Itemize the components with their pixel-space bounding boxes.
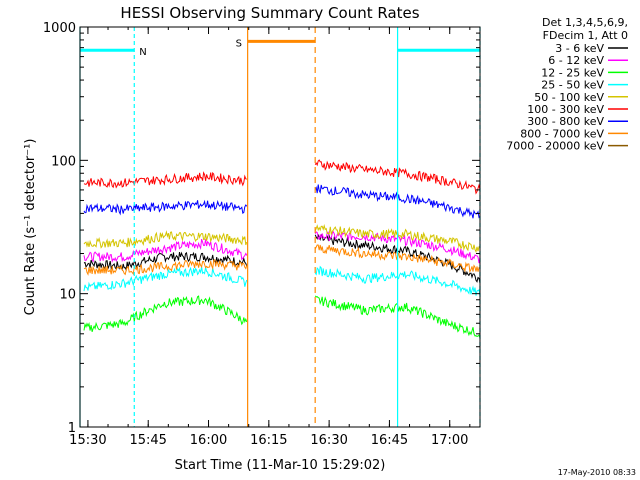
x-axis-label: Start Time (11-Mar-10 15:29:02) xyxy=(175,458,386,473)
y-tick-label-2: 100 xyxy=(51,154,76,169)
timestamp: 17-May-2010 08:33 xyxy=(558,468,636,477)
legend-label-2: 12 - 25 keV xyxy=(541,66,604,79)
legend-label-6: 300 - 800 keV xyxy=(527,115,604,128)
legend-label-3: 25 - 50 keV xyxy=(541,79,604,92)
legend: Det 1,3,4,5,6,9,FDecim 1, Att 03 - 6 keV… xyxy=(506,16,628,153)
y-tick-label-1: 10 xyxy=(59,288,76,303)
flag-label-N: N xyxy=(139,47,146,58)
legend-label-0: 3 - 6 keV xyxy=(555,42,604,55)
x-tick-label-5: 16:45 xyxy=(371,433,408,448)
x-tick-label-3: 16:15 xyxy=(250,433,287,448)
legend-label-7: 800 - 7000 keV xyxy=(520,127,604,140)
y-axis: 1 10 100 1000 xyxy=(43,21,480,436)
series-line-3-segment-0 xyxy=(83,266,248,292)
chart-title: HESSI Observing Summary Count Rates xyxy=(120,4,419,22)
series-line-5-segment-0 xyxy=(83,171,247,189)
legend-header-0: Det 1,3,4,5,6,9, xyxy=(542,16,628,29)
y-axis-label: Count Rate (s⁻¹ detector⁻¹) xyxy=(23,139,38,316)
x-axis: 15:30 15:45 16:00 16:15 16:30 16:45 17:00 xyxy=(69,27,471,448)
y-tick-label-0: 1 xyxy=(68,421,76,436)
legend-label-4: 50 - 100 keV xyxy=(534,91,604,104)
x-tick-label-4: 16:30 xyxy=(310,433,347,448)
plot-area: NS xyxy=(79,27,481,427)
legend-label-1: 6 - 12 keV xyxy=(548,54,604,67)
x-tick-label-1: 15:45 xyxy=(129,433,166,448)
y-tick-label-3: 1000 xyxy=(43,21,76,36)
series-line-2-segment-0 xyxy=(83,295,248,332)
series-line-6-segment-0 xyxy=(83,199,248,216)
series-line-1-segment-0 xyxy=(83,238,248,263)
legend-header-1: FDecim 1, Att 0 xyxy=(543,29,628,42)
series-line-4-segment-0 xyxy=(83,230,248,249)
legend-label-8: 7000 - 20000 keV xyxy=(506,140,604,153)
x-tick-label-0: 15:30 xyxy=(69,433,106,448)
series-line-7-segment-0 xyxy=(83,258,248,276)
x-tick-label-2: 16:00 xyxy=(190,433,227,448)
legend-label-5: 100 - 300 keV xyxy=(527,103,604,116)
x-tick-label-6: 17:00 xyxy=(431,433,468,448)
plot-frame xyxy=(79,26,481,428)
flag-label-S: S xyxy=(236,38,242,49)
